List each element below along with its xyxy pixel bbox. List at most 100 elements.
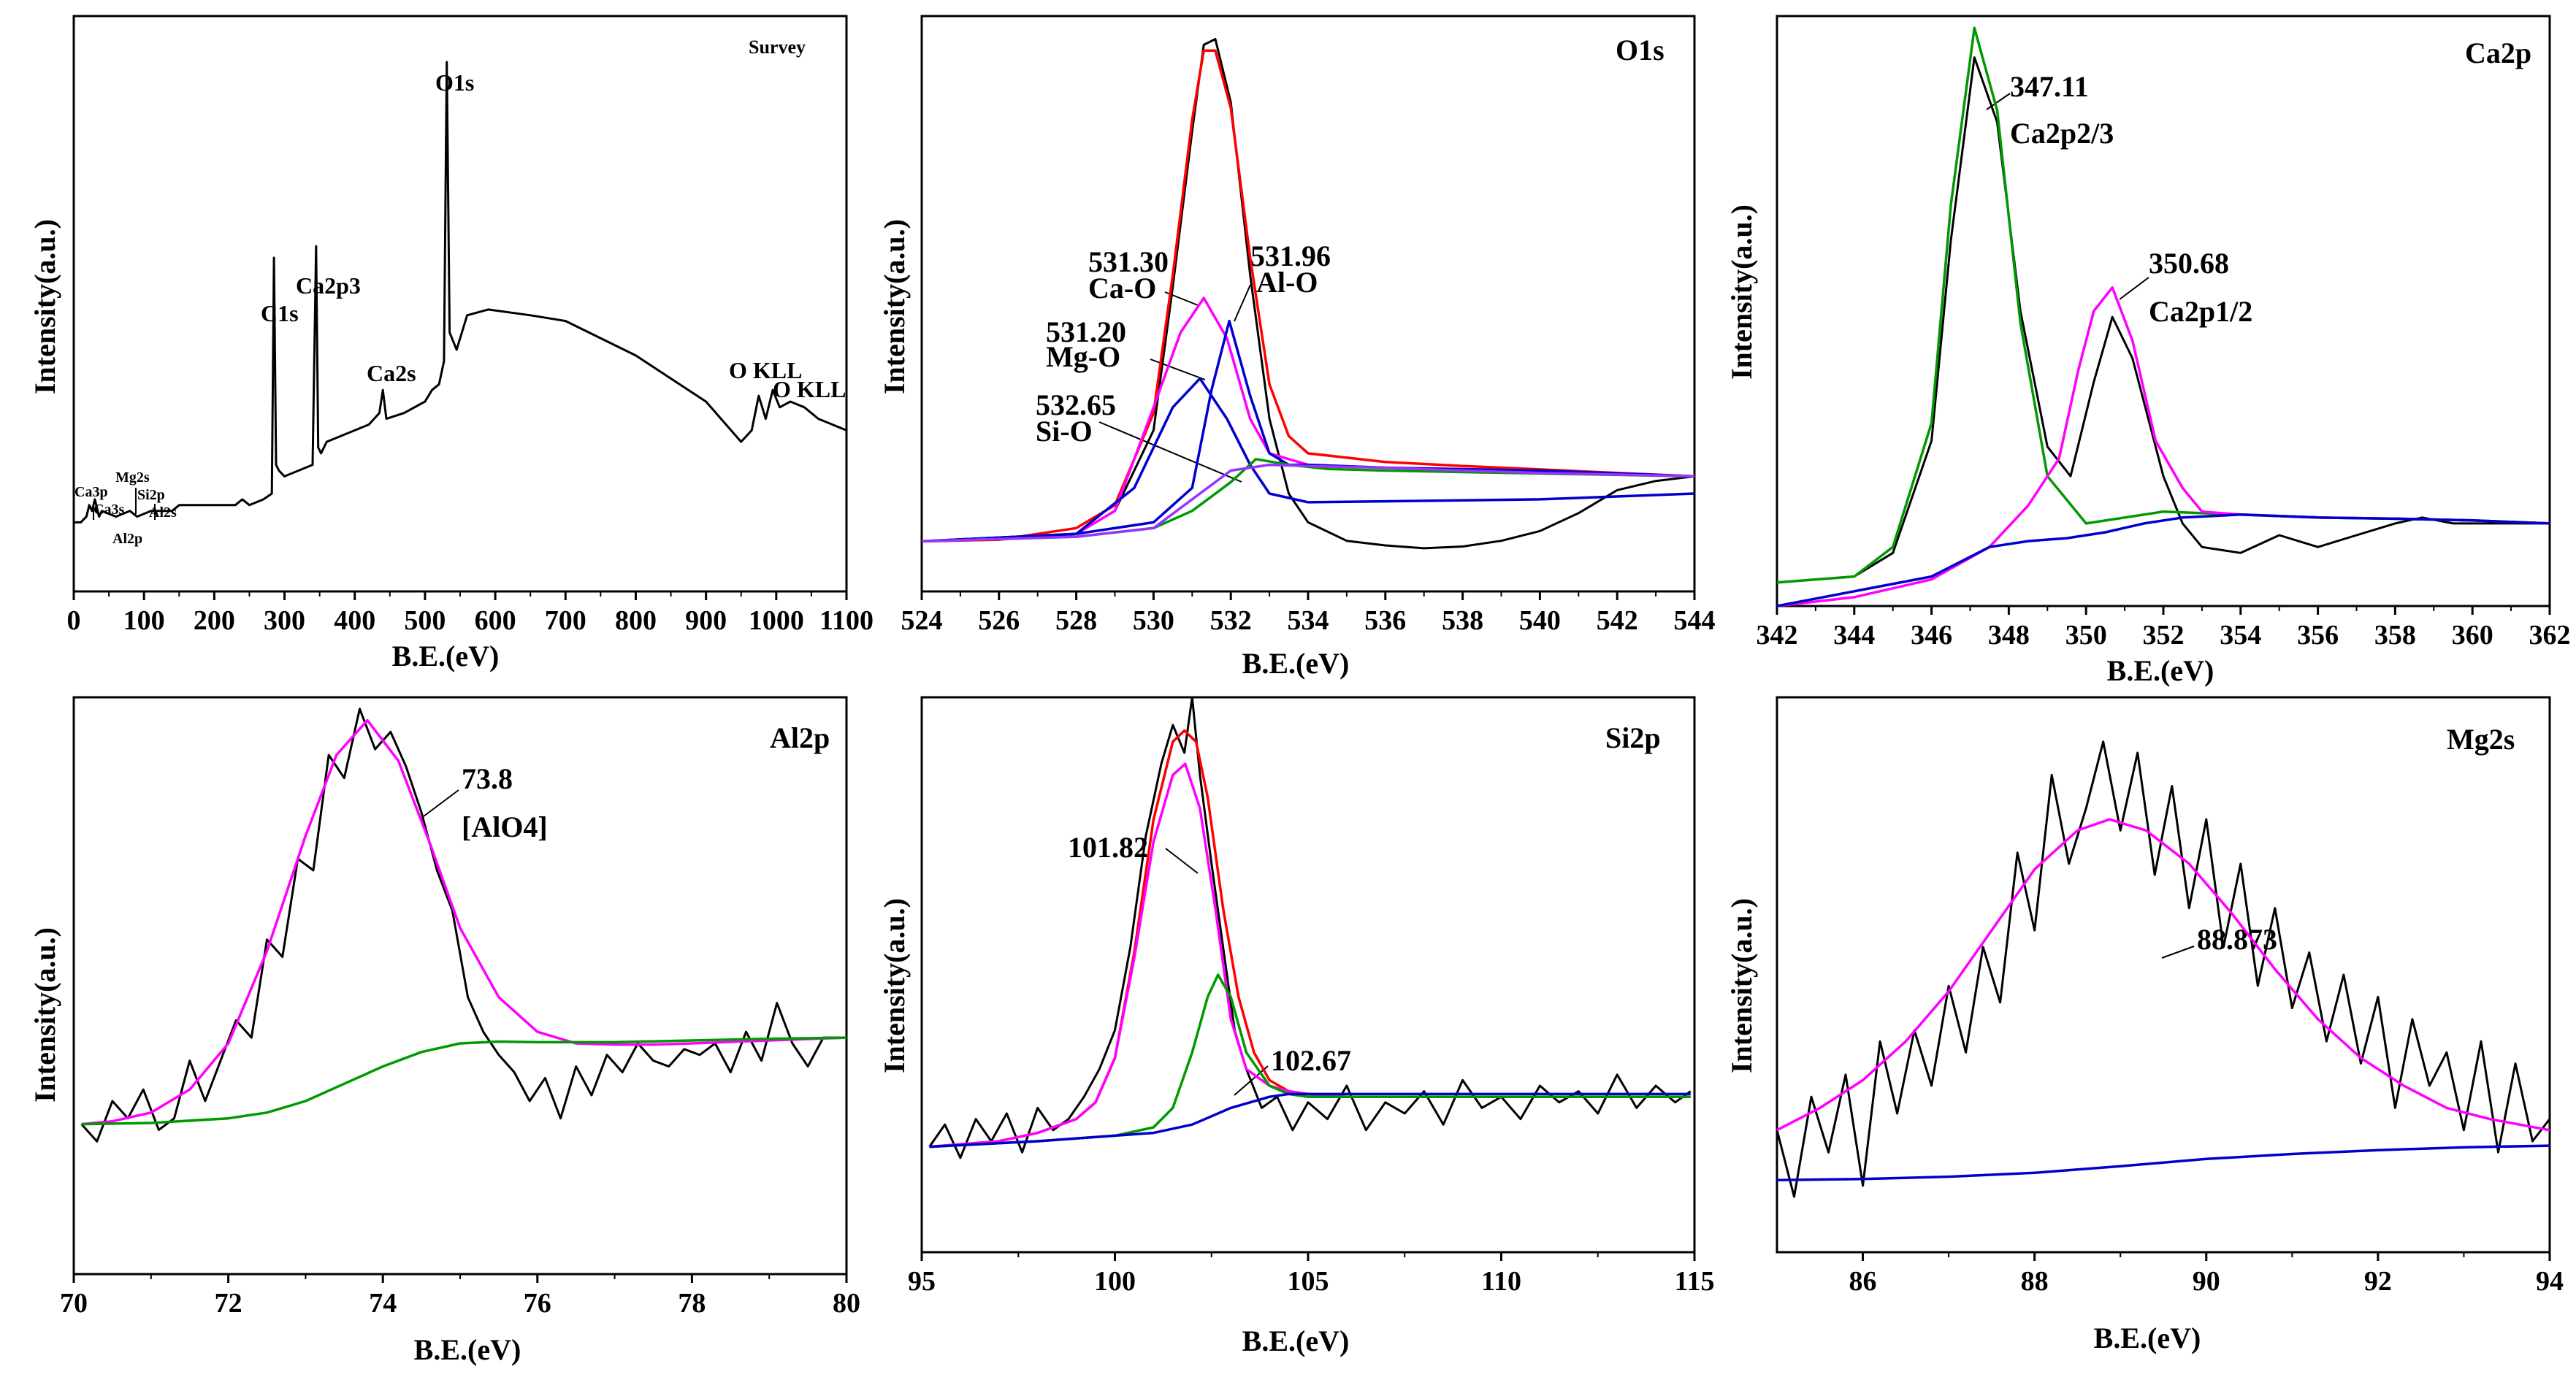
annot-al-o: Al-O — [1256, 266, 1318, 299]
series-line-al2p-raw — [80, 708, 846, 1143]
annot-347-11: 347.11 — [2010, 70, 2089, 103]
x-tick-label: 538 — [1442, 605, 1483, 636]
leader-101-82 — [1165, 848, 1199, 874]
x-axis-label-si2p: B.E.(eV) — [1242, 1324, 1350, 1357]
y-axis-label-al2p: Intensity(a.u.) — [28, 927, 61, 1103]
annot-si-o: Si-O — [1036, 415, 1093, 448]
x-tick-label: 80 — [833, 1288, 860, 1319]
annot-ca2s: Ca2s — [367, 360, 416, 386]
x-tick-label: 100 — [1094, 1266, 1136, 1297]
annot-ca2p12: Ca2p1/2 — [2149, 295, 2252, 328]
plot-frame — [920, 15, 1696, 593]
leader-88-873 — [2161, 946, 2195, 959]
series-line-ca2p-raw — [1776, 56, 2550, 584]
x-tick-label: 530 — [1133, 605, 1174, 636]
x-axis-label-al2p: B.E.(eV) — [414, 1333, 521, 1366]
x-tick-label: 532 — [1210, 605, 1252, 636]
plot-area-survey: 0 100 200 300 400 500 600 700 800 900 1000 1100 — [67, 15, 874, 636]
x-tick-label: 536 — [1364, 605, 1406, 636]
x-tick-label: 86 — [1849, 1266, 1877, 1297]
x-tick-label: 356 — [2297, 620, 2339, 651]
annot-101-82: 101.82 — [1068, 831, 1148, 864]
series-line-ca2p-background — [1776, 513, 2550, 607]
x-tick-label: 542 — [1597, 605, 1638, 636]
panel-ca2p: Ca2p Intensity(a.u.) B.E.(eV) 347.11 Ca2… — [1725, 37, 2531, 687]
panel-title-si2p: Si2p — [1605, 721, 1661, 754]
leader-350 — [2119, 277, 2149, 300]
x-tick-label: 105 — [1288, 1266, 1329, 1297]
x-tick-label: 362 — [2529, 620, 2571, 651]
ca2p-leader-lines — [1986, 93, 2149, 300]
panel-o1s: O1s Intensity(a.u.) B.E.(eV) 531.30 Ca-O… — [878, 34, 1665, 680]
annot-73-8: 73.8 — [462, 762, 513, 795]
plot-frame — [1776, 696, 2551, 1254]
annot-ca2p23: Ca2p2/3 — [2010, 117, 2114, 150]
plot-area-al2p: 70 72 74 76 78 80 — [60, 696, 860, 1319]
annot-531-96: 531.96 — [1250, 239, 1331, 272]
series-line-ca2p-ca2p1-2-350-68 — [1776, 285, 2550, 607]
x-axis-label-ca2p: B.E.(eV) — [2107, 654, 2214, 687]
annot-531-20: 531.20 — [1046, 315, 1126, 348]
x-tick-label: 88 — [2021, 1266, 2049, 1297]
panel-survey: Survey Intensity(a.u.) B.E.(eV) C1s Ca2p… — [28, 37, 846, 672]
annot-al2p: Al2p — [112, 531, 142, 547]
x-tick-label: 70 — [60, 1288, 88, 1319]
panel-title-al2p: Al2p — [770, 721, 830, 754]
x-tick-label: 348 — [1988, 620, 2030, 651]
annot-o-kll-2: O KLL — [773, 376, 846, 402]
x-axis-label-mg2s: B.E.(eV) — [2094, 1322, 2201, 1354]
series-line-si2p-envelope — [929, 729, 1691, 1149]
plot-frame — [72, 696, 848, 1276]
x-tick-label: 200 — [194, 605, 235, 636]
y-axis-label-survey: Intensity(a.u.) — [28, 219, 61, 394]
plot-area-ca2p: 342 344 346 348 350 352 354 356 358 360 362 — [1757, 15, 2571, 651]
plot-area-o1s: 524 526 528 530 532 534 536 538 540 542 544 — [901, 15, 1716, 636]
x-tick-label: 900 — [685, 605, 727, 636]
x-tick-label: 0 — [67, 605, 81, 636]
x-tick-label: 600 — [475, 605, 516, 636]
x-axis-label-o1s: B.E.(eV) — [1242, 647, 1350, 680]
x-axis-label-survey: B.E.(eV) — [392, 640, 500, 672]
annot-532-65: 532.65 — [1036, 388, 1116, 421]
x-tick-label: 544 — [1674, 605, 1716, 636]
annot-c1s: C1s — [261, 300, 299, 326]
annot-alo4: [AlO4] — [462, 810, 548, 843]
x-tick-label: 534 — [1288, 605, 1329, 636]
x-tick-label: 354 — [2220, 620, 2261, 651]
y-axis-label-mg2s: Intensity(a.u.) — [1725, 898, 1758, 1073]
panel-al2p: Al2p Intensity(a.u.) B.E.(eV) 73.8 [AlO4… — [28, 721, 830, 1366]
panel-mg2s: Mg2s Intensity(a.u.) B.E.(eV) 88.873 — [1725, 723, 2515, 1354]
series-line-o1s-background — [921, 463, 1695, 543]
leader-73-8 — [423, 789, 459, 817]
annot-al2s: Al2s — [149, 505, 177, 521]
x-tick-label: 78 — [678, 1288, 706, 1319]
plot-area-mg2s: 86 88 90 92 94 — [1776, 696, 2564, 1297]
plot-area-si2p: 95 100 105 110 115 — [908, 696, 1714, 1297]
series-line-o1s-mg-o-531-20 — [921, 377, 1695, 543]
series-line-mg2s-88-873 — [1776, 818, 2550, 1132]
panel-title-ca2p: Ca2p — [2465, 37, 2531, 69]
x-tick-label: 100 — [123, 605, 165, 636]
series-line-si2p-background — [929, 1092, 1691, 1149]
x-tick-label: 358 — [2374, 620, 2416, 651]
series-line-si2p-raw — [928, 696, 1692, 1159]
annot-350-68: 350.68 — [2149, 247, 2229, 280]
x-tick-label: 800 — [615, 605, 657, 636]
annot-mg-o: Mg-O — [1046, 340, 1120, 373]
series-line-mg2s-background — [1776, 1144, 2550, 1181]
panel-title-o1s: O1s — [1616, 34, 1665, 66]
x-tick-label: 76 — [524, 1288, 551, 1319]
si2p-leader-lines — [1165, 848, 1269, 1096]
annot-ca3p: Ca3p — [74, 484, 108, 500]
x-tick-label: 346 — [1911, 620, 1952, 651]
series-line-si2p-101-82 — [929, 762, 1691, 1149]
annot-o-kll-1: O KLL — [729, 357, 802, 383]
x-tick-label: 1100 — [819, 605, 874, 636]
x-tick-label: 90 — [2193, 1266, 2220, 1297]
leader-347 — [1986, 93, 2011, 110]
annot-si2p: Si2p — [137, 487, 165, 503]
x-tick-label: 92 — [2364, 1266, 2392, 1297]
plot-frame — [920, 696, 1696, 1254]
x-tick-label: 74 — [369, 1288, 397, 1319]
